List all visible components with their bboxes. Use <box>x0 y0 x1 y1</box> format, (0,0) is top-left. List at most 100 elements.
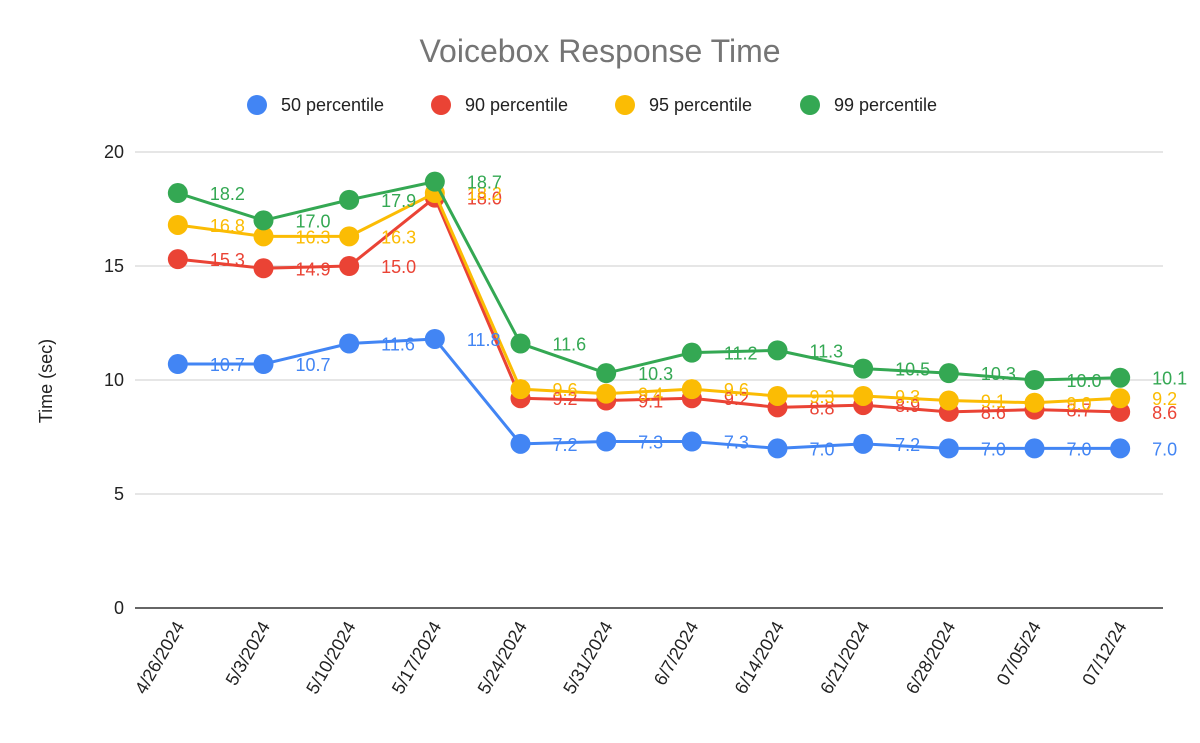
data-label: 17.9 <box>381 191 416 211</box>
data-point <box>1110 367 1131 388</box>
data-label: 16.3 <box>296 227 331 247</box>
legend-marker <box>247 95 267 115</box>
data-label: 9.1 <box>638 392 663 412</box>
data-label: 7.0 <box>810 439 835 459</box>
chart-title: Voicebox Response Time <box>419 33 780 69</box>
data-point <box>339 226 360 247</box>
data-labels: 10.7 10.7 11.6 11.8 7.2 7.3 7.3 7.0 7.2 7.0 7.0 7.0… <box>210 173 1187 460</box>
data-point <box>938 438 959 459</box>
data-point <box>596 363 617 384</box>
data-label: 11.2 <box>724 344 758 364</box>
data-point <box>253 354 274 375</box>
data-label: 16.3 <box>381 227 416 247</box>
data-label: 9.2 <box>1152 389 1177 409</box>
data-label: 10.7 <box>210 355 245 375</box>
legend-label: 90 percentile <box>465 95 568 115</box>
data-label: 7.2 <box>895 435 920 455</box>
data-label: 9.2 <box>553 389 578 409</box>
data-point <box>167 354 188 375</box>
data-point <box>253 210 274 231</box>
data-label: 15.0 <box>381 257 416 277</box>
data-label: 11.6 <box>553 335 587 355</box>
data-point <box>253 258 274 279</box>
data-label: 16.8 <box>210 216 245 236</box>
legend-label: 50 percentile <box>281 95 384 115</box>
data-point <box>853 433 874 454</box>
data-label: 9.0 <box>1067 394 1092 414</box>
x-axis-ticks: 4/26/2024 5/3/2024 5/10/2024 5/17/2024 5/24/… <box>131 618 1131 697</box>
data-point <box>681 342 702 363</box>
y-axis-label: Time (sec) <box>36 339 56 423</box>
data-label: 9.3 <box>810 387 835 407</box>
y-tick-label: 10 <box>104 370 124 390</box>
series-line <box>177 337 1121 450</box>
data-point <box>767 340 788 361</box>
x-tick-label: 07/05/24 <box>993 618 1045 689</box>
y-tick-label: 0 <box>114 598 124 618</box>
y-axis-ticks: 0 5 10 15 20 <box>104 142 124 618</box>
data-label: 14.9 <box>296 259 331 279</box>
data-label: 7.0 <box>981 439 1006 459</box>
series-line <box>177 196 1121 414</box>
data-label: 8.6 <box>981 403 1006 423</box>
data-label: 8.8 <box>810 398 835 418</box>
y-tick-label: 20 <box>104 142 124 162</box>
series-line <box>177 180 1121 382</box>
data-point <box>1110 401 1131 422</box>
data-label: 7.0 <box>1152 439 1177 459</box>
data-label: 9.6 <box>724 380 749 400</box>
data-point <box>339 256 360 276</box>
series-group <box>167 171 1131 459</box>
data-label: 10.3 <box>981 364 1016 384</box>
data-point <box>510 379 531 400</box>
x-tick-label: 5/10/2024 <box>302 618 359 697</box>
data-label: 7.3 <box>638 433 663 453</box>
data-point <box>596 431 617 452</box>
data-label: 10.7 <box>296 355 331 375</box>
data-point <box>853 385 874 406</box>
data-point <box>167 214 188 235</box>
data-label: 9.1 <box>981 392 1006 412</box>
x-tick-label: 07/12/24 <box>1078 618 1130 689</box>
data-point <box>938 363 959 384</box>
data-point <box>1024 370 1045 390</box>
data-label: 10.3 <box>638 364 673 384</box>
legend-marker <box>615 95 635 115</box>
legend-label: 95 percentile <box>649 95 752 115</box>
data-label: 18.0 <box>467 189 502 209</box>
data-label: 7.2 <box>553 435 578 455</box>
data-point <box>253 226 274 247</box>
data-point <box>853 358 874 379</box>
data-label: 7.3 <box>724 433 749 453</box>
data-point <box>510 433 531 454</box>
data-label: 9.4 <box>638 385 663 405</box>
data-point <box>1024 392 1045 413</box>
x-tick-label: 5/24/2024 <box>474 618 531 697</box>
data-label: 11.8 <box>467 330 501 350</box>
data-label: 11.6 <box>381 335 415 355</box>
data-point <box>424 328 445 349</box>
x-tick-label: 4/26/2024 <box>131 618 188 697</box>
data-label: 8.7 <box>1067 401 1092 421</box>
data-label: 18.7 <box>467 173 502 193</box>
data-label: 17.0 <box>296 211 331 231</box>
x-tick-label: 5/17/2024 <box>388 618 445 697</box>
data-label: 11.3 <box>810 341 844 361</box>
data-label: 8.6 <box>1152 403 1177 423</box>
x-tick-label: 6/28/2024 <box>902 618 959 697</box>
data-point <box>767 385 788 406</box>
data-point <box>339 333 360 354</box>
data-label: 9.3 <box>895 387 920 407</box>
data-label: 18.2 <box>467 184 502 204</box>
legend: 50 percentile 90 percentile 95 percentile 9… <box>247 95 937 115</box>
data-point <box>424 171 445 192</box>
data-label: 15.3 <box>210 250 245 270</box>
x-tick-label: 6/21/2024 <box>816 618 873 697</box>
series-line <box>177 191 1121 405</box>
data-point <box>1110 388 1131 409</box>
data-label: 9.6 <box>553 380 578 400</box>
data-label: 10.0 <box>1067 371 1102 391</box>
data-point <box>767 438 788 459</box>
data-label: 9.2 <box>724 389 749 409</box>
